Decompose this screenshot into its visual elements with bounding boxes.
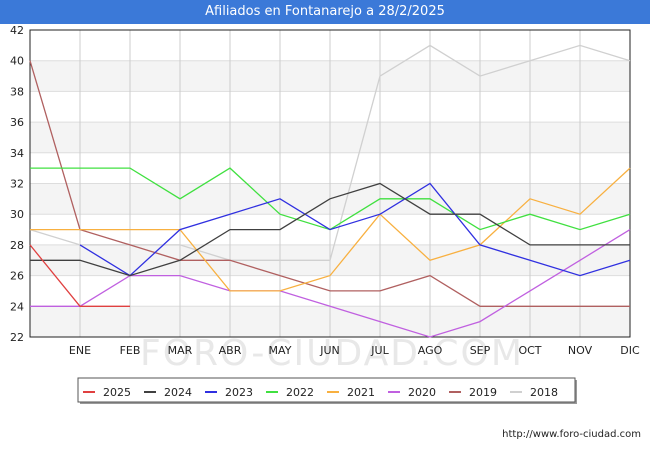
chart-title: Afiliados en Fontanarejo a 28/2/2025 [205,4,445,19]
y-tick-label: 24 [10,300,24,313]
y-tick-label: 38 [10,85,24,98]
y-tick-label: 26 [10,270,24,283]
series-line-2019 [29,60,630,307]
plot-frame [29,29,631,338]
series-line-2025 [29,244,130,307]
y-tick-label: 34 [10,147,24,160]
x-tick-label: SEP [470,344,491,357]
y-tick-label: 22 [10,331,24,344]
legend-label-2023: 2023 [225,386,253,399]
footer-url[interactable]: http://www.foro-ciudad.com [502,429,641,440]
x-tick-label: OCT [518,344,541,357]
series-line-2023 [79,182,631,277]
x-tick-label: ENE [69,344,91,357]
y-tick-label: 36 [10,116,24,129]
x-tick-label: JUN [319,344,340,357]
legend-label-2024: 2024 [164,386,192,399]
legend-label-2022: 2022 [286,386,314,399]
legend-label-2020: 2020 [408,386,436,399]
series-line-2021 [30,167,631,292]
series-line-2024 [30,182,630,277]
legend-label-2021: 2021 [347,386,375,399]
x-tick-label: MAY [269,344,292,357]
title-bar [0,0,650,24]
legend-label-2018: 2018 [530,386,558,399]
x-tick-label: NOV [568,344,593,357]
y-tick-label: 32 [10,178,24,191]
x-tick-label: MAR [168,344,193,357]
x-tick-label: FEB [120,344,141,357]
y-tick-label: 30 [10,208,24,221]
y-tick-label: 28 [10,239,24,252]
x-tick-label: ABR [219,344,242,357]
x-tick-label: JUL [370,344,389,357]
y-tick-label: 40 [10,55,24,68]
x-tick-label: DIC [620,344,640,357]
legend-box [77,377,576,403]
x-tick-label: AGO [418,344,443,357]
y-tick-label: 42 [10,24,24,37]
watermark: FORO-CIUDAD.COM [140,333,524,374]
legend-label-2019: 2019 [469,386,497,399]
legend-label-2025: 2025 [103,386,131,399]
